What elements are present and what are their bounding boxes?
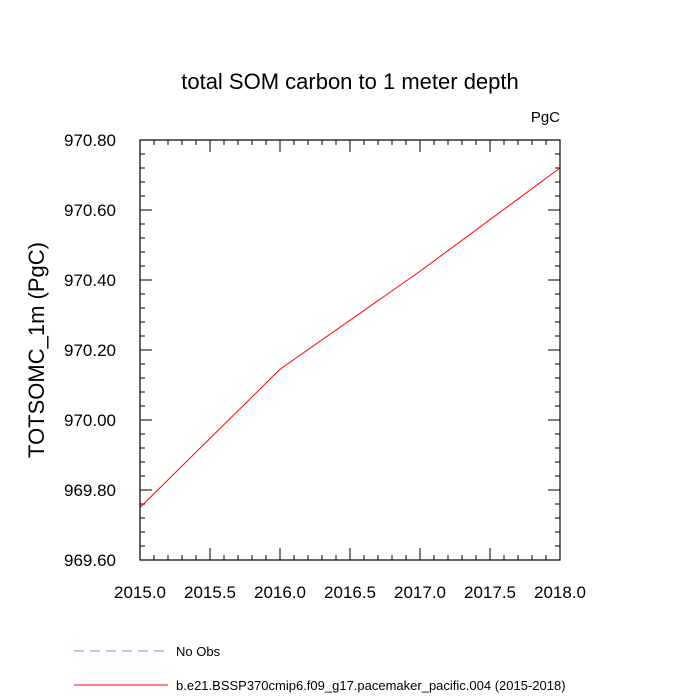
y-tick-label: 970.00 <box>64 411 116 430</box>
y-tick-label: 970.80 <box>64 131 116 150</box>
x-tick-label: 2016.0 <box>254 583 306 602</box>
x-tick-label: 2015.0 <box>114 583 166 602</box>
x-tick-label: 2016.5 <box>324 583 376 602</box>
x-tick-label: 2018.0 <box>534 583 586 602</box>
series-lines <box>139 167 561 508</box>
y-tick-label: 970.60 <box>64 201 116 220</box>
y-tick-label: 970.20 <box>64 341 116 360</box>
legend-label-0: No Obs <box>176 644 221 659</box>
x-tick-label: 2017.0 <box>394 583 446 602</box>
legend-label-1: b.e21.BSSP370cmip6.f09_g17.pacemaker_pac… <box>176 678 566 693</box>
x-tick-label: 2015.5 <box>184 583 236 602</box>
series-line-1 <box>139 167 561 508</box>
legend: No Obs b.e21.BSSP370cmip6.f09_g17.pacema… <box>74 644 566 693</box>
chart-title: total SOM carbon to 1 meter depth <box>181 69 519 94</box>
plot-frame <box>139 139 561 561</box>
y-tick-label: 969.80 <box>64 481 116 500</box>
axis-ticks <box>139 139 561 561</box>
tick-labels: 2015.0 2015.5 2016.0 2016.5 2017.0 2017.5 2018… <box>64 131 586 602</box>
y-tick-label: 969.60 <box>64 551 116 570</box>
y-axis-label: TOTSOMC_1m (PgC) <box>24 242 49 458</box>
units-label: PgC <box>531 109 560 126</box>
y-tick-label: 970.40 <box>64 271 116 290</box>
x-tick-label: 2017.5 <box>464 583 516 602</box>
